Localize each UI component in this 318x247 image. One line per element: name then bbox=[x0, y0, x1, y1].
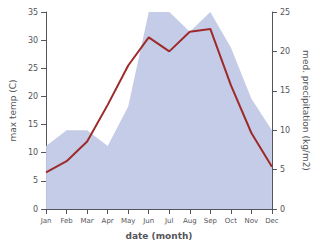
svg-text:date (month): date (month) bbox=[126, 231, 193, 241]
svg-text:30: 30 bbox=[28, 36, 38, 45]
svg-text:Jul: Jul bbox=[164, 217, 174, 225]
svg-text:Sep: Sep bbox=[204, 217, 218, 225]
svg-text:15: 15 bbox=[28, 120, 38, 129]
svg-text:5: 5 bbox=[280, 165, 285, 174]
svg-text:Nov: Nov bbox=[245, 217, 259, 225]
svg-text:15: 15 bbox=[280, 86, 290, 95]
svg-text:10: 10 bbox=[280, 126, 290, 135]
svg-text:May: May bbox=[121, 217, 135, 225]
svg-text:20: 20 bbox=[280, 47, 290, 56]
svg-text:20: 20 bbox=[28, 92, 38, 101]
svg-text:med. precipitation (kg/m2): med. precipitation (kg/m2) bbox=[301, 50, 311, 171]
svg-text:0: 0 bbox=[280, 205, 285, 214]
svg-text:Apr: Apr bbox=[102, 217, 114, 225]
svg-text:25: 25 bbox=[280, 8, 290, 17]
svg-text:35: 35 bbox=[28, 8, 38, 17]
svg-text:Mar: Mar bbox=[81, 217, 94, 225]
svg-text:5: 5 bbox=[33, 176, 38, 185]
svg-text:25: 25 bbox=[28, 64, 38, 73]
svg-text:Feb: Feb bbox=[60, 217, 73, 225]
svg-text:Aug: Aug bbox=[183, 217, 197, 225]
svg-text:Jan: Jan bbox=[40, 217, 52, 225]
svg-text:max temp (C): max temp (C) bbox=[8, 79, 18, 141]
svg-text:Dec: Dec bbox=[265, 217, 279, 225]
svg-text:0: 0 bbox=[33, 205, 38, 214]
svg-text:Oct: Oct bbox=[225, 217, 237, 225]
svg-text:Jun: Jun bbox=[142, 217, 154, 225]
svg-text:10: 10 bbox=[28, 148, 38, 157]
